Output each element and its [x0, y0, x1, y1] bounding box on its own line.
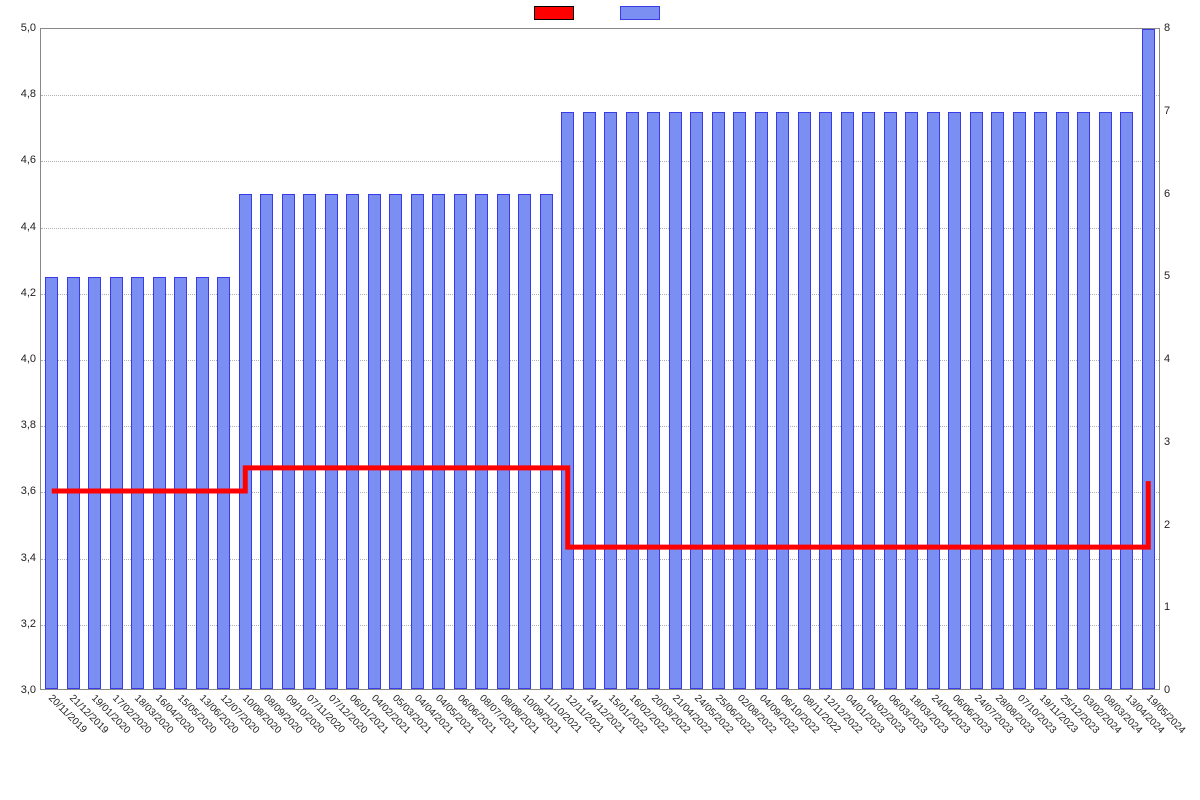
legend-item-bar: [620, 6, 666, 20]
ytick-left: 4,2: [2, 287, 36, 299]
x-axis-ticks: 20/11/201921/12/201919/01/202017/02/2020…: [40, 690, 1160, 800]
ytick-left: 3,8: [2, 419, 36, 431]
ytick-right: 5: [1164, 270, 1198, 282]
chart-legend: [0, 6, 1200, 20]
line-series: [41, 29, 1159, 689]
ytick-left: 4,8: [2, 88, 36, 100]
ytick-left: 4,4: [2, 221, 36, 233]
ytick-right: 1: [1164, 601, 1198, 613]
ytick-right: 8: [1164, 22, 1198, 34]
ytick-right: 4: [1164, 353, 1198, 365]
legend-swatch-line: [534, 6, 574, 20]
ytick-right: 7: [1164, 105, 1198, 117]
ytick-right: 6: [1164, 188, 1198, 200]
ytick-left: 3,4: [2, 552, 36, 564]
line-path: [52, 468, 1148, 547]
legend-item-line: [534, 6, 580, 20]
legend-swatch-bar: [620, 6, 660, 20]
ytick-left: 3,2: [2, 618, 36, 630]
chart-container: 3,0 3,2 3,4 3,6 3,8 4,0 4,2 4,4 4,6 4,8 5,0 0 1 2 3 4 5…: [0, 0, 1200, 800]
ytick-left: 3,0: [2, 684, 36, 696]
ytick-right: 3: [1164, 436, 1198, 448]
ytick-left: 3,6: [2, 485, 36, 497]
ytick-left: 5,0: [2, 22, 36, 34]
ytick-left: 4,0: [2, 353, 36, 365]
ytick-right: 2: [1164, 519, 1198, 531]
plot-area: [40, 28, 1160, 690]
ytick-left: 4,6: [2, 154, 36, 166]
ytick-right: 0: [1164, 684, 1198, 696]
